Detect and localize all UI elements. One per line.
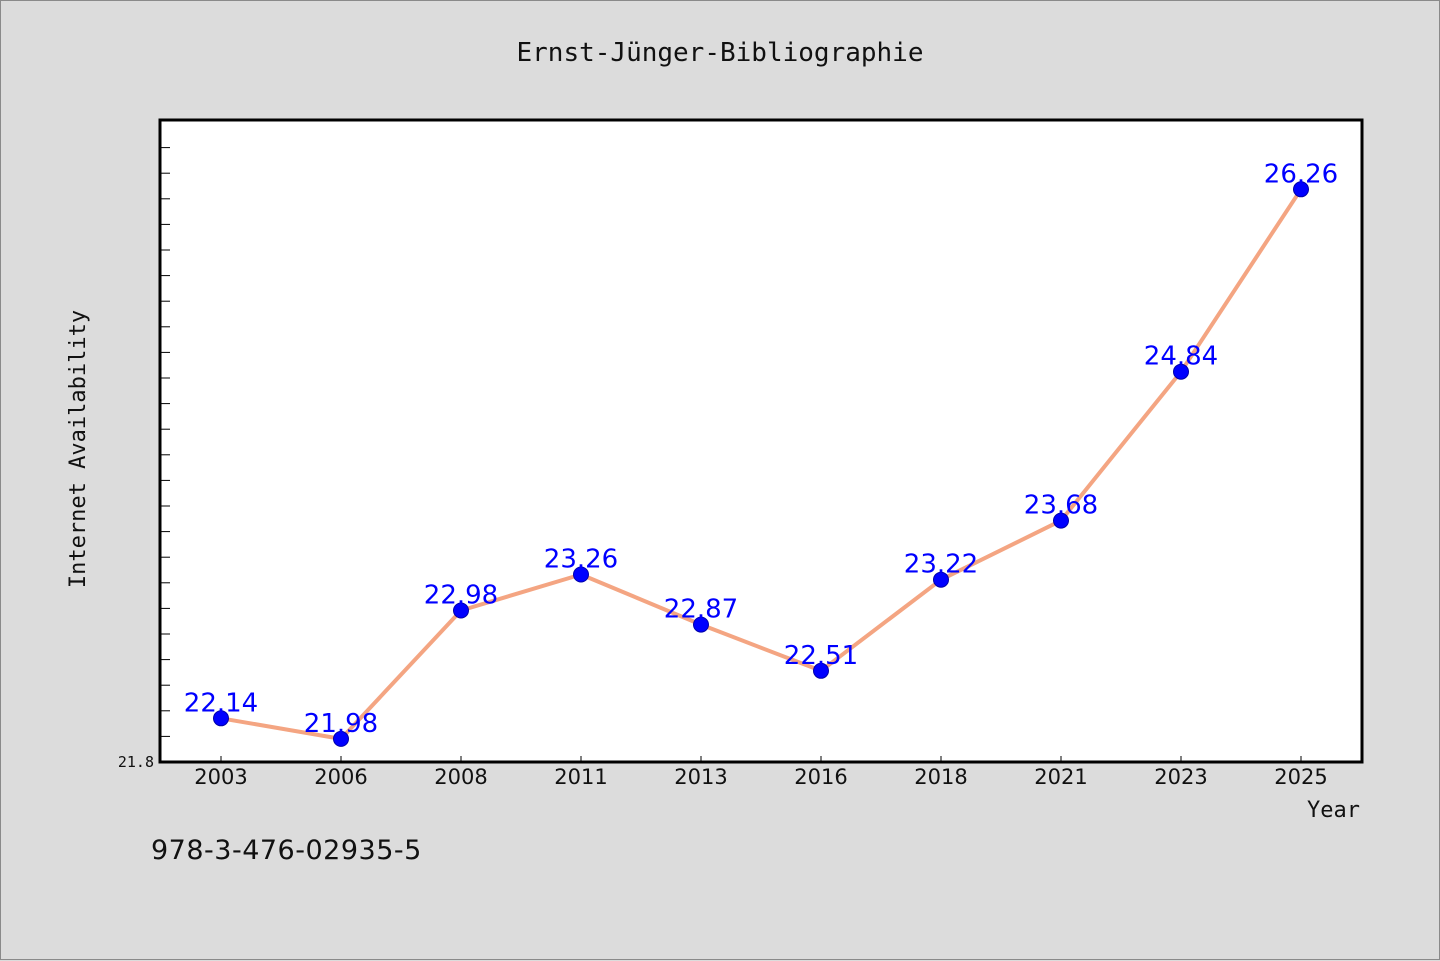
y-tick-label: 21.8 [118, 753, 154, 771]
data-point [213, 710, 229, 727]
isbn-footnote: 978-3-476-02935-5 [151, 835, 422, 866]
data-point [1173, 363, 1189, 380]
data-label: 21.98 [304, 709, 378, 739]
data-label: 22.51 [784, 641, 858, 671]
data-label: 22.87 [664, 595, 738, 625]
x-tick-label: 2016 [794, 765, 847, 789]
series-group: 22.14 21.98 22.98 23.26 22.87 22.51 23.22 23.68… [184, 159, 1338, 747]
x-tick-label: 2018 [914, 765, 967, 789]
data-point [453, 602, 469, 619]
plot-area [158, 118, 1364, 764]
x-tick-label: 2008 [434, 765, 487, 789]
x-axis-ticks: 2003 2006 2008 2011 2013 2016 2018 2021 2023 2025 [194, 756, 1328, 789]
x-tick-label: 2003 [194, 765, 247, 789]
x-tick-label: 2013 [674, 765, 727, 789]
y-axis-ticks [160, 147, 170, 737]
data-label: 23.68 [1024, 491, 1098, 521]
data-label: 22.14 [184, 688, 258, 718]
data-point [573, 566, 589, 583]
x-axis-label: Year [1307, 798, 1360, 823]
chart-title: Ernst-Jünger-Bibliographie [517, 38, 924, 68]
x-tick-label: 2011 [554, 765, 607, 789]
data-point [813, 662, 829, 679]
data-point [933, 571, 949, 588]
data-label: 22.98 [424, 581, 498, 611]
x-tick-label: 2006 [314, 765, 367, 789]
x-tick-label: 2023 [1154, 765, 1207, 789]
series-line [220, 188, 1303, 741]
data-point [693, 616, 709, 633]
y-axis-label: Internet Availability [66, 310, 91, 588]
data-label: 24.84 [1144, 342, 1218, 372]
data-label: 23.26 [544, 545, 618, 575]
data-point [333, 730, 349, 747]
x-tick-label: 2021 [1034, 765, 1087, 789]
x-tick-label: 2025 [1274, 765, 1327, 789]
data-point [1053, 512, 1069, 529]
data-point [1293, 181, 1309, 198]
data-label: 23.22 [904, 550, 978, 580]
data-label: 26.26 [1264, 159, 1338, 189]
